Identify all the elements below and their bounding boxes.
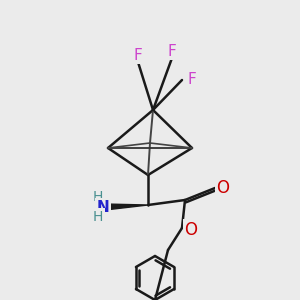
Text: H: H (93, 190, 103, 204)
Polygon shape (105, 204, 148, 210)
Text: F: F (188, 73, 196, 88)
Text: F: F (168, 44, 176, 59)
Text: F: F (134, 47, 142, 62)
Text: O: O (217, 179, 230, 197)
Text: O: O (184, 221, 197, 239)
Text: N: N (97, 200, 110, 214)
Text: H: H (93, 210, 103, 224)
